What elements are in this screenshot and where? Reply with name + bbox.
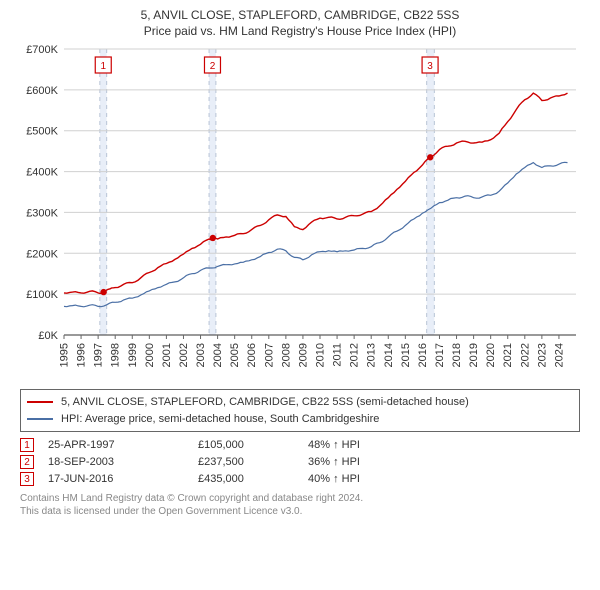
svg-text:2002: 2002 — [178, 343, 190, 367]
svg-text:2000: 2000 — [144, 343, 156, 367]
svg-text:£200K: £200K — [26, 248, 58, 260]
sale-price: £237,500 — [198, 456, 308, 468]
sale-marker-num: 3 — [24, 474, 30, 485]
svg-text:2016: 2016 — [417, 343, 429, 367]
title-line-2: Price paid vs. HM Land Registry's House … — [10, 24, 590, 40]
svg-text:2008: 2008 — [280, 343, 292, 367]
chart-title: 5, ANVIL CLOSE, STAPLEFORD, CAMBRIDGE, C… — [10, 8, 590, 39]
sales-table: 1 25-APR-1997 £105,000 48% ↑ HPI 2 18-SE… — [20, 438, 580, 486]
svg-text:2005: 2005 — [229, 343, 241, 367]
svg-text:1999: 1999 — [127, 343, 139, 367]
sale-marker-num: 2 — [24, 457, 30, 468]
svg-text:2013: 2013 — [366, 343, 378, 367]
svg-text:£0K: £0K — [38, 330, 58, 342]
sale-date: 18-SEP-2003 — [48, 456, 198, 468]
svg-text:2015: 2015 — [400, 343, 412, 367]
svg-text:1995: 1995 — [59, 343, 71, 367]
svg-text:1: 1 — [100, 61, 106, 72]
svg-text:2021: 2021 — [502, 343, 514, 367]
svg-text:2019: 2019 — [468, 343, 480, 367]
svg-text:2001: 2001 — [161, 343, 173, 367]
legend-label: HPI: Average price, semi-detached house,… — [61, 411, 379, 428]
svg-text:£600K: £600K — [26, 85, 58, 97]
svg-text:2023: 2023 — [536, 343, 548, 367]
svg-text:2018: 2018 — [451, 343, 463, 367]
svg-text:2020: 2020 — [485, 343, 497, 367]
sale-price: £105,000 — [198, 439, 308, 451]
svg-text:2003: 2003 — [195, 343, 207, 367]
legend-item: 5, ANVIL CLOSE, STAPLEFORD, CAMBRIDGE, C… — [27, 394, 573, 411]
page-root: 5, ANVIL CLOSE, STAPLEFORD, CAMBRIDGE, C… — [0, 0, 600, 590]
legend-swatch-blue — [27, 418, 53, 420]
svg-text:1996: 1996 — [76, 343, 88, 367]
footer-attribution: Contains HM Land Registry data © Crown c… — [20, 492, 580, 518]
sale-marker: 1 — [20, 438, 34, 452]
svg-text:3: 3 — [427, 61, 433, 72]
sale-marker: 2 — [20, 455, 34, 469]
svg-text:2007: 2007 — [263, 343, 275, 367]
svg-text:2012: 2012 — [349, 343, 361, 367]
legend-box: 5, ANVIL CLOSE, STAPLEFORD, CAMBRIDGE, C… — [20, 389, 580, 432]
sale-pct: 40% ↑ HPI — [308, 473, 360, 485]
svg-text:£100K: £100K — [26, 289, 58, 301]
svg-text:£700K: £700K — [26, 44, 58, 56]
svg-text:£400K: £400K — [26, 167, 58, 179]
svg-text:2024: 2024 — [553, 343, 565, 367]
sale-date: 25-APR-1997 — [48, 439, 198, 451]
chart-area: £0K £100K £200K £300K £400K £500K £600K £700K 19… — [20, 43, 580, 383]
sale-row: 2 18-SEP-2003 £237,500 36% ↑ HPI — [20, 455, 580, 469]
footer-line-1: Contains HM Land Registry data © Crown c… — [20, 492, 580, 505]
sale-pct: 36% ↑ HPI — [308, 456, 360, 468]
svg-text:2009: 2009 — [297, 343, 309, 367]
svg-text:1997: 1997 — [93, 343, 105, 367]
sale-marker-num: 1 — [24, 440, 30, 451]
sale-row: 3 17-JUN-2016 £435,000 40% ↑ HPI — [20, 472, 580, 486]
svg-text:2017: 2017 — [434, 343, 446, 367]
svg-text:2014: 2014 — [383, 343, 395, 367]
sale-row: 1 25-APR-1997 £105,000 48% ↑ HPI — [20, 438, 580, 452]
svg-text:2004: 2004 — [212, 343, 224, 367]
svg-text:1998: 1998 — [110, 343, 122, 367]
sale-price: £435,000 — [198, 473, 308, 485]
legend-item: HPI: Average price, semi-detached house,… — [27, 411, 573, 428]
sale-pct: 48% ↑ HPI — [308, 439, 360, 451]
svg-text:£500K: £500K — [26, 126, 58, 138]
svg-text:2010: 2010 — [315, 343, 327, 367]
sale-date: 17-JUN-2016 — [48, 473, 198, 485]
sale-marker: 3 — [20, 472, 34, 486]
footer-line-2: This data is licensed under the Open Gov… — [20, 505, 580, 518]
legend-label: 5, ANVIL CLOSE, STAPLEFORD, CAMBRIDGE, C… — [61, 394, 469, 411]
svg-text:2011: 2011 — [332, 343, 344, 367]
svg-text:2: 2 — [210, 61, 216, 72]
svg-text:£300K: £300K — [26, 208, 58, 220]
svg-text:2022: 2022 — [519, 343, 531, 367]
chart-svg: £0K £100K £200K £300K £400K £500K £600K £700K 19… — [20, 43, 580, 383]
svg-text:2006: 2006 — [246, 343, 258, 367]
title-line-1: 5, ANVIL CLOSE, STAPLEFORD, CAMBRIDGE, C… — [10, 8, 590, 24]
legend-swatch-red — [27, 401, 53, 403]
